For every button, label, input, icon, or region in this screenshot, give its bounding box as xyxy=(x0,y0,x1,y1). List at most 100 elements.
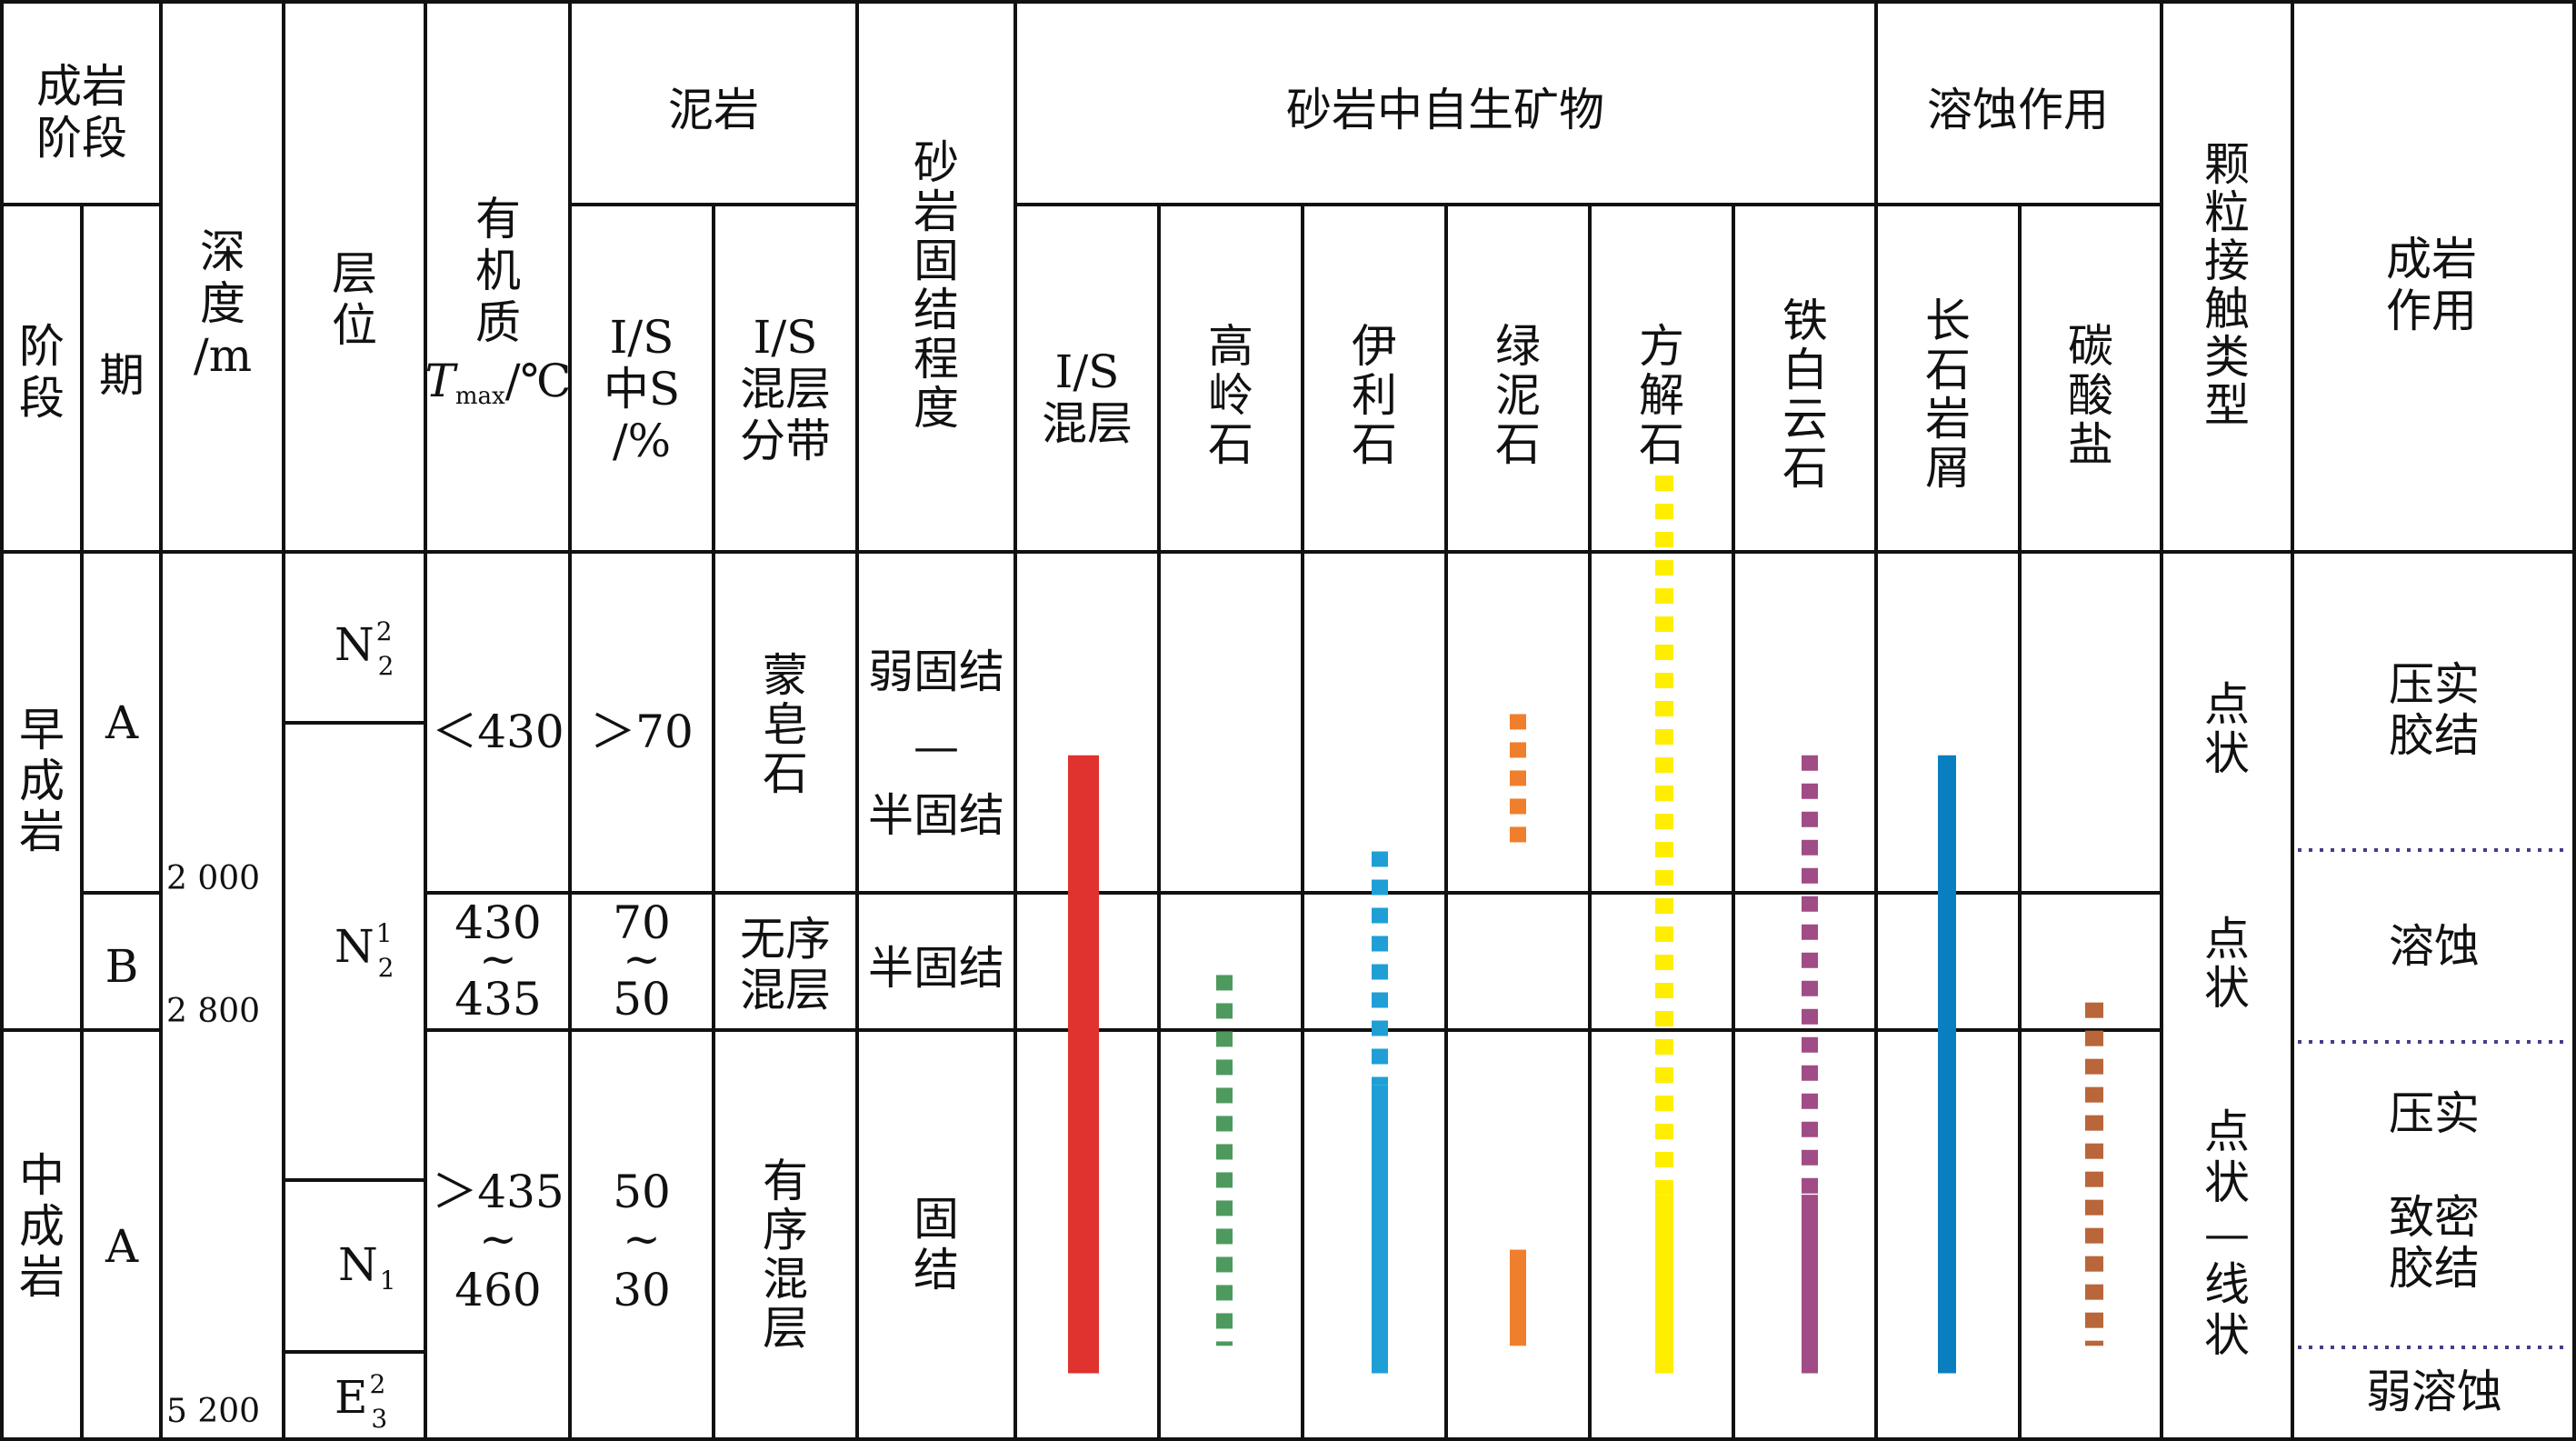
illite-bar-dash xyxy=(1372,851,1388,867)
kaolinite-bar-dash xyxy=(1216,1031,1233,1047)
carbonate-bar-dash xyxy=(2085,1340,2103,1346)
carbonate-bar-dash xyxy=(2085,1143,2103,1159)
header-mineral-chlorite: 绿泥石 xyxy=(1495,320,1541,471)
diagenesis-3a: 压实 xyxy=(2389,1087,2480,1140)
chlorite-bar-solid xyxy=(1510,1249,1526,1346)
organic-2: 430 ~435 xyxy=(454,896,541,1026)
header-mudstone: 泥岩 xyxy=(668,84,759,136)
ankerite-bar-dash xyxy=(1802,896,1818,912)
calcite-bar-dash xyxy=(1655,532,1673,548)
chlorite-bar-dash xyxy=(1510,714,1526,730)
calcite-bar-dash xyxy=(1655,955,1673,971)
ankerite-bar-dash xyxy=(1802,1093,1818,1109)
calcite-bar-dash xyxy=(1655,673,1673,689)
ankerite-bar-dash xyxy=(1802,924,1818,940)
carbonate-bar-dash xyxy=(2085,1086,2103,1103)
diagenesis-1: 压实胶结 xyxy=(2389,658,2480,762)
header-period: 期 xyxy=(99,349,145,402)
kaolinite-bar-dash xyxy=(1216,975,1233,991)
kaolinite-bar-dash xyxy=(1216,1087,1233,1104)
header-authigenic: 砂岩中自生矿物 xyxy=(1286,84,1604,136)
illite-bar-dash xyxy=(1372,907,1388,924)
calcite-bar-dash xyxy=(1655,1096,1673,1112)
calcite-bar-dash xyxy=(1655,1152,1673,1168)
carbonate-bar-dash xyxy=(2085,1171,2103,1187)
calcite-bar-dash xyxy=(1655,983,1673,999)
carbonate-bar-dash xyxy=(2085,1284,2103,1300)
calcite-bar-dash xyxy=(1655,1180,1673,1196)
diagenesis-4: 弱溶蚀 xyxy=(2366,1366,2502,1418)
ankerite-bar-dash xyxy=(1802,1149,1818,1166)
diagenesis-3b: 致密胶结 xyxy=(2389,1191,2480,1295)
period-b: B xyxy=(105,940,139,993)
carbonate-bar-dash xyxy=(2085,1030,2103,1046)
calcite-bar-dash xyxy=(1655,645,1673,661)
organic-1: ＜430 xyxy=(432,705,564,758)
carbonate-bar-dash xyxy=(2085,1002,2103,1018)
ankerite-bar-dash xyxy=(1802,980,1818,996)
feldspar-debris-bar-solid xyxy=(1938,755,1956,1374)
kaolinite-bar-dash xyxy=(1216,1228,1233,1245)
header-dissolution: 溶蚀作用 xyxy=(1927,84,2109,136)
ankerite-bar-dash xyxy=(1802,839,1818,856)
kaolinite-bar-dash xyxy=(1216,1200,1233,1216)
carbonate-bar-dash xyxy=(2085,1058,2103,1075)
contact-1: 点状 xyxy=(2204,678,2250,780)
ankerite-bar-dash xyxy=(1802,755,1818,771)
calcite-bar-dash xyxy=(1655,757,1673,774)
stage-early: 早成岩 xyxy=(19,704,65,858)
chlorite-bar-dash xyxy=(1510,770,1526,786)
calcite-bar-dash xyxy=(1655,560,1673,576)
depth-5200: 5 200 xyxy=(166,1393,260,1430)
ankerite-bar-solid xyxy=(1802,1195,1818,1374)
consolidation-2: 半固结 xyxy=(868,942,1004,995)
header-mineral-kaolinite: 高岭石 xyxy=(1208,320,1253,471)
calcite-bar-dash xyxy=(1655,616,1673,633)
calcite-bar-dash xyxy=(1655,1124,1673,1140)
consolidation-3: 固结 xyxy=(914,1193,959,1296)
ankerite-bar-dash xyxy=(1802,1121,1818,1137)
horizon-n22: N2 2 xyxy=(334,616,394,681)
depth-2000: 2 000 xyxy=(166,860,260,897)
header-diagenesis: 成岩作用 xyxy=(2386,233,2477,337)
calcite-bar-dash xyxy=(1655,1011,1673,1027)
carbonate-bar-dash xyxy=(2085,1115,2103,1131)
calcite-bar-dash xyxy=(1655,786,1673,802)
ankerite-bar-dash xyxy=(1802,1008,1818,1025)
illite-bar-dash xyxy=(1372,964,1388,980)
period-a1: A xyxy=(105,696,139,749)
horizon-n1: N1 xyxy=(338,1238,396,1296)
stage-middle: 中成岩 xyxy=(19,1149,65,1304)
horizon-e32: E2 3 xyxy=(334,1369,387,1434)
header-mineral-is: I/S 混层 xyxy=(1042,345,1133,450)
carbonate-bar-dash xyxy=(2085,1227,2103,1244)
consolidation-1: 弱固结—半固结 xyxy=(868,645,1004,842)
ankerite-bar-dash xyxy=(1802,867,1818,884)
calcite-bar-dash xyxy=(1655,729,1673,746)
calcite-bar-dash xyxy=(1655,588,1673,605)
kaolinite-bar-dash xyxy=(1216,1059,1233,1076)
kaolinite-bar-dash xyxy=(1216,1341,1233,1346)
header-is-s: I/S 中S/% xyxy=(604,311,680,467)
illite-bar-dash xyxy=(1372,1076,1388,1086)
kaolinite-bar-dash xyxy=(1216,1172,1233,1188)
calcite-bar-dash xyxy=(1655,814,1673,830)
kaolinite-bar-dash xyxy=(1216,1144,1233,1160)
kaolinite-bar-dash xyxy=(1216,1313,1233,1329)
is-mixed-layer-bar-solid xyxy=(1068,755,1099,1374)
kaolinite-bar-dash xyxy=(1216,1003,1233,1019)
zone-2: 无序混层 xyxy=(740,913,831,1016)
kaolinite-bar-dash xyxy=(1216,1116,1233,1132)
calcite-bar-dash xyxy=(1655,1039,1673,1056)
diagenesis-2: 溶蚀 xyxy=(2389,920,2480,973)
ankerite-bar-dash xyxy=(1802,783,1818,799)
calcite-bar-dash xyxy=(1655,504,1673,520)
ankerite-bar-dash xyxy=(1802,1065,1818,1081)
header-organic: 有机质 xyxy=(475,193,521,349)
header-consolidation: 砂岩固结程度 xyxy=(914,136,959,435)
kaolinite-bar-dash xyxy=(1216,1256,1233,1273)
